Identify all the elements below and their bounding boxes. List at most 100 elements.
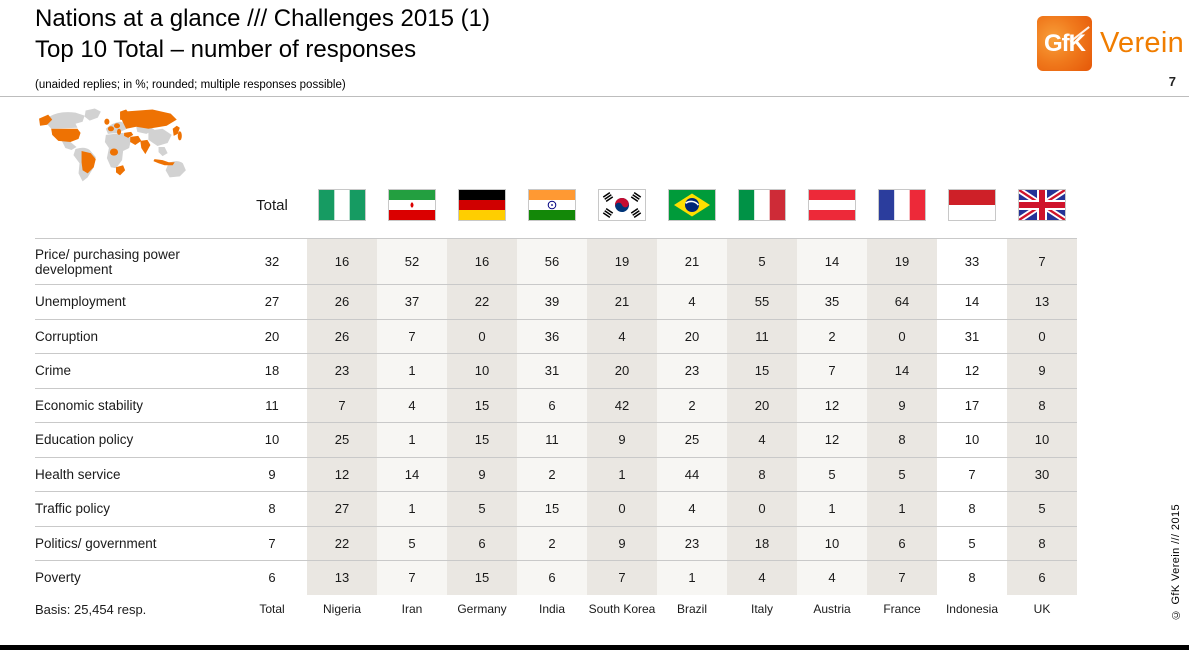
column-footer-label: Iran xyxy=(401,601,423,616)
column-footer-label: South Korea xyxy=(588,601,656,616)
table-cell: 2 xyxy=(517,526,587,560)
table-cell: 16 xyxy=(307,239,377,284)
brazil-flag-icon xyxy=(668,189,716,221)
row-label: Education policy xyxy=(35,432,134,448)
table-cell: 31 xyxy=(517,354,587,388)
table-cell: 25 xyxy=(307,423,377,457)
challenges-table: Total Price/ purchasing power development… xyxy=(35,187,1077,637)
table-cell: 13 xyxy=(307,561,377,595)
table-cell: 1 xyxy=(657,561,727,595)
table-cell: 5 xyxy=(867,457,937,491)
table-cell: 5 xyxy=(1007,492,1077,526)
table-cell: 12 xyxy=(797,388,867,422)
table-cell: 6 xyxy=(867,526,937,560)
table-cell: 7 xyxy=(307,388,377,422)
table-cell: 4 xyxy=(797,561,867,595)
table-cell: 7 xyxy=(377,319,447,353)
table-cell: 15 xyxy=(727,354,797,388)
table-cell: 33 xyxy=(937,239,1007,284)
column-footer-label: France xyxy=(883,601,921,616)
table-row: Health service 9 12 14 9 2 1 44 8 5 5 7 30 xyxy=(35,456,1077,491)
total-column-header: Total xyxy=(256,197,288,214)
table-cell: 0 xyxy=(727,492,797,526)
table-cell: 14 xyxy=(867,354,937,388)
table-cell: 39 xyxy=(517,285,587,319)
table-cell: 8 xyxy=(1007,526,1077,560)
nigeria-column-header xyxy=(307,187,377,221)
table-cell: 16 xyxy=(447,239,517,284)
table-cell: 6 xyxy=(237,561,307,595)
table-cell: 1 xyxy=(377,354,447,388)
table-cell: 55 xyxy=(727,285,797,319)
table-cell: 9 xyxy=(587,526,657,560)
column-footer-label: Italy xyxy=(750,601,773,616)
world-map-thumbnail xyxy=(39,108,186,182)
slide-subtitle: (unaided replies; in %; rounded; multipl… xyxy=(35,79,346,91)
logo-wordmark: Verein xyxy=(1100,27,1185,59)
bottom-bar xyxy=(0,645,1189,650)
table-cell: 0 xyxy=(867,319,937,353)
table-cell: 10 xyxy=(797,526,867,560)
table-cell: 8 xyxy=(937,492,1007,526)
uk-column-header xyxy=(1007,187,1077,221)
column-footer-label: Brazil xyxy=(676,601,707,616)
table-cell: 0 xyxy=(587,492,657,526)
table-cell: 15 xyxy=(447,423,517,457)
gfk-verein-logo: GfK Verein xyxy=(1037,16,1184,71)
table-cell: 9 xyxy=(587,423,657,457)
table-cell: 25 xyxy=(657,423,727,457)
table-cell: 8 xyxy=(237,492,307,526)
table-cell: 7 xyxy=(1007,239,1077,284)
column-footer-label: UK xyxy=(1033,601,1051,616)
table-cell: 17 xyxy=(937,388,1007,422)
table-cell: 7 xyxy=(867,561,937,595)
table-cell: 42 xyxy=(587,388,657,422)
table-cell: 6 xyxy=(517,388,587,422)
table-cell: 11 xyxy=(517,423,587,457)
italy-flag-icon xyxy=(738,189,786,221)
table-cell: 14 xyxy=(797,239,867,284)
table-cell: 5 xyxy=(937,526,1007,560)
table-cell: 11 xyxy=(727,319,797,353)
iran-column-header xyxy=(377,187,447,221)
column-footer-label: Germany xyxy=(457,601,507,616)
table-cell: 9 xyxy=(1007,354,1077,388)
table-cell: 18 xyxy=(727,526,797,560)
copyright-text: © GfK Verein /// 2015 xyxy=(1170,503,1182,620)
austria-column-header xyxy=(797,187,867,221)
indonesia-column-header xyxy=(937,187,1007,221)
table-footer-row: Basis: 25,454 resp. Total Nigeria Iran Germa… xyxy=(35,595,1077,637)
table-cell: 1 xyxy=(377,492,447,526)
france-flag-icon xyxy=(878,189,926,221)
title-line-2: Top 10 Total – number of responses xyxy=(35,36,417,63)
table-cell: 4 xyxy=(727,423,797,457)
india-flag-icon xyxy=(528,189,576,221)
table-cell: 27 xyxy=(237,285,307,319)
table-cell: 5 xyxy=(447,492,517,526)
table-cell: 64 xyxy=(867,285,937,319)
title-line-1: Nations at a glance /// Challenges 2015 … xyxy=(35,5,490,32)
row-label: Crime xyxy=(35,363,71,379)
table-cell: 21 xyxy=(657,239,727,284)
table-cell: 14 xyxy=(377,457,447,491)
table-cell: 36 xyxy=(517,319,587,353)
table-cell: 0 xyxy=(1007,319,1077,353)
table-cell: 8 xyxy=(1007,388,1077,422)
table-cell: 52 xyxy=(377,239,447,284)
row-label: Price/ purchasing power development xyxy=(35,246,180,277)
row-label: Health service xyxy=(35,466,121,482)
india-column-header xyxy=(517,187,587,221)
column-footer-label: Austria xyxy=(813,601,851,616)
table-cell: 8 xyxy=(937,561,1007,595)
table-cell: 10 xyxy=(237,423,307,457)
row-label: Corruption xyxy=(35,328,99,344)
table-cell: 8 xyxy=(727,457,797,491)
table-cell: 6 xyxy=(517,561,587,595)
table-row: Unemployment 27 26 37 22 39 21 4 55 35 64 14 13 xyxy=(35,284,1077,319)
table-cell: 30 xyxy=(1007,457,1077,491)
table-cell: 31 xyxy=(937,319,1007,353)
table-cell: 5 xyxy=(727,239,797,284)
table-cell: 56 xyxy=(517,239,587,284)
table-cell: 5 xyxy=(797,457,867,491)
table-cell: 14 xyxy=(937,285,1007,319)
